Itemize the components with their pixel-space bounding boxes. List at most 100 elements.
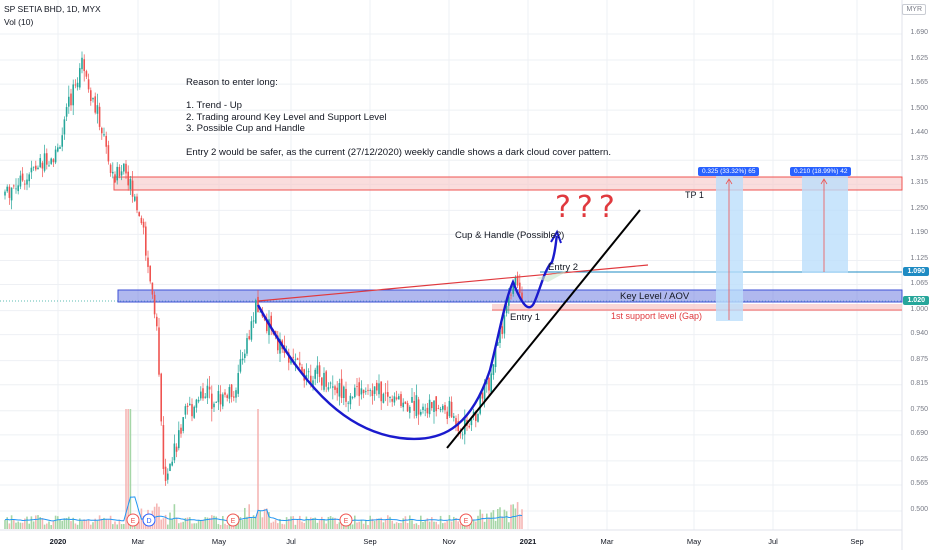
volume-bar	[162, 518, 165, 529]
horizontal-gridlines	[0, 33, 902, 512]
candle-body	[521, 292, 523, 300]
candle-body	[373, 386, 376, 394]
candle-body	[153, 294, 156, 315]
candle-body	[54, 149, 57, 163]
volume-bar	[433, 521, 435, 529]
candle-body	[112, 171, 114, 174]
candle-body	[204, 396, 206, 398]
volume-bar	[189, 517, 191, 529]
candle-body	[307, 371, 310, 373]
currency-badge[interactable]: MYR	[902, 4, 926, 15]
volume-bar	[173, 504, 176, 529]
volume-bar	[257, 409, 259, 529]
volume-bar	[356, 522, 358, 529]
volume-bar	[294, 524, 297, 529]
volume-bar	[325, 523, 327, 529]
x-tick-label: 2021	[519, 537, 537, 546]
candle-body	[46, 153, 48, 165]
volume-bar	[270, 522, 272, 529]
candle-body	[415, 395, 418, 416]
candle-body	[516, 275, 519, 286]
event-marker-circle	[226, 513, 240, 527]
candle-body	[411, 397, 413, 403]
volume-bar	[112, 524, 114, 529]
candle-body	[107, 145, 110, 162]
candle-body	[191, 404, 193, 417]
candle-body	[512, 286, 514, 294]
volume-bar	[87, 519, 90, 529]
event-marker-label: D	[146, 518, 151, 525]
candle-body	[455, 418, 457, 426]
candle-body	[8, 186, 11, 198]
volume-bar	[488, 517, 490, 529]
candle-body	[371, 390, 374, 397]
volume-bar	[158, 506, 160, 529]
candle-body	[347, 402, 349, 404]
candle-body	[118, 166, 121, 177]
x-tick-label: Sep	[363, 537, 377, 546]
volume-bar	[226, 524, 228, 529]
volume-bar	[37, 515, 39, 529]
candle-body	[30, 167, 33, 173]
candle-body	[162, 425, 165, 469]
y-tick-label: 1.440	[910, 129, 928, 137]
volume-bar	[360, 519, 363, 529]
candle-body	[490, 373, 492, 393]
candle-body	[310, 375, 312, 385]
volume-bar	[332, 517, 334, 529]
volume-bar	[120, 524, 123, 529]
volume-bar	[508, 522, 510, 529]
volume-bar	[208, 517, 211, 529]
volume-bar	[46, 523, 48, 529]
volume-bar	[65, 517, 68, 529]
volume-bar	[116, 524, 118, 529]
candle-body	[393, 396, 396, 403]
candle-body	[294, 359, 297, 361]
volume-bar	[351, 524, 354, 529]
trade-note: Reason to enter long: 1. Trend - Up 2. T…	[186, 77, 611, 158]
volume-bar	[252, 515, 255, 529]
price-tag-1020: 1.020	[903, 296, 929, 305]
volume-bar	[30, 516, 33, 529]
candle-body	[475, 411, 477, 421]
candle-body	[21, 173, 24, 181]
volume-bar	[281, 523, 283, 529]
measure-arrowhead-1	[725, 178, 733, 185]
candle-body	[296, 358, 299, 360]
candle-body	[105, 135, 107, 147]
volume-bar	[63, 518, 66, 529]
support-level-label: 1st support level (Gap)	[611, 311, 703, 321]
candle-body	[68, 96, 70, 107]
candle-body	[459, 432, 462, 434]
volume-bar	[41, 518, 44, 529]
candle-body	[400, 394, 402, 407]
volume-bar	[277, 523, 279, 529]
candle-body	[446, 411, 448, 419]
candle-body	[219, 394, 222, 405]
volume-bar	[448, 515, 451, 529]
candle-body	[94, 96, 96, 113]
volume-bar	[13, 519, 15, 529]
candle-body	[494, 347, 497, 367]
candle-body	[246, 338, 248, 354]
volume-bar	[50, 524, 52, 529]
y-tick-label: 0.500	[910, 506, 928, 513]
volume-bar	[48, 521, 50, 529]
support-gap-zone	[492, 304, 902, 311]
volume-bar	[384, 519, 387, 529]
volume-bar	[336, 523, 338, 529]
candle-body	[384, 392, 387, 394]
volume-bar	[4, 519, 6, 529]
note-footer: Entry 2 would be safer, as the current (…	[186, 146, 612, 158]
volume-bar	[505, 511, 508, 529]
volume-bar	[404, 516, 407, 529]
volume-bar	[334, 517, 336, 529]
candle-body	[437, 408, 440, 409]
volume-bar	[382, 522, 385, 529]
black-trendline	[446, 209, 641, 449]
tp1-label: TP 1	[685, 190, 704, 200]
volume-bar	[395, 522, 398, 529]
volume-bar	[389, 516, 391, 529]
candle-body	[279, 338, 281, 354]
